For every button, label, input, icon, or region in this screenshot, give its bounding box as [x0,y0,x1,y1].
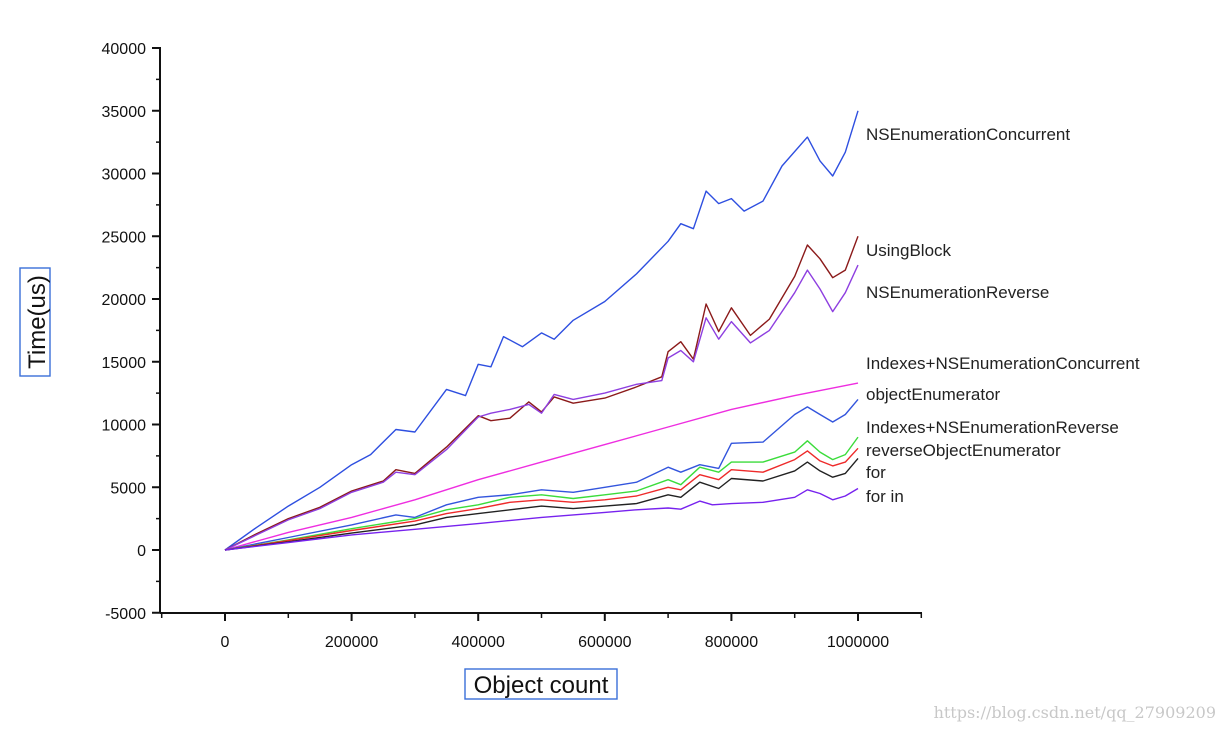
series-label: reverseObjectEnumerator [866,441,1061,460]
series-line-indexes-nsenumerationreverse [224,436,859,551]
x-axis-title-box [464,668,618,700]
series-label: Indexes+NSEnumerationConcurrent [866,354,1140,373]
series-label: for [866,463,886,482]
series-line-nsenumerationconcurrent [224,110,859,551]
x-tick-label: 0 [221,634,230,651]
series-label: objectEnumerator [866,385,1001,404]
series-lines [224,110,859,551]
x-tick-label: 400000 [452,634,505,651]
series-line-for-in [224,487,859,551]
y-tick-label: 30000 [102,167,147,184]
y-tick-label: 5000 [110,480,146,497]
y-tick-label: 40000 [102,41,147,58]
y-tick-label: 35000 [102,104,147,121]
y-tick-label: 10000 [102,418,147,435]
series-line-objectenumerator [224,398,859,551]
series-line-nsenumerationreverse [224,264,859,551]
series-label: UsingBlock [866,241,952,260]
y-axis-title-box [19,267,51,377]
y-axis-ticks: -5000 0 5000 10000 15000 20000 25000 30000 35000… [102,41,160,623]
series-line-usingblock [224,236,859,551]
series-labels: NSEnumerationConcurrent UsingBlock NSEnume… [866,125,1140,506]
series-line-reverseobjectenumerator [224,447,859,551]
series-line-for [224,457,859,551]
x-tick-label: 800000 [705,634,758,651]
series-label: NSEnumerationReverse [866,283,1049,302]
series-label: for in [866,487,904,506]
x-axis-title: Object count [474,672,609,699]
y-tick-label: 20000 [102,292,147,309]
series-line-indexes-nsenumerationconcurrent [224,382,859,551]
x-tick-label: 200000 [325,634,378,651]
y-tick-label: -5000 [105,606,146,623]
series-label: NSEnumerationConcurrent [866,125,1070,144]
y-tick-label: 0 [137,543,146,560]
x-axis-ticks: 0 200000 400000 600000 800000 1000000 [160,613,923,651]
watermark: https://blog.csdn.net/qq_27909209 [934,703,1216,722]
y-tick-label: 25000 [102,229,147,246]
y-axis-title: Time(us) [24,275,51,369]
series-label: Indexes+NSEnumerationReverse [866,418,1119,437]
x-tick-label: 600000 [578,634,631,651]
x-tick-label: 1000000 [827,634,889,651]
y-tick-label: 15000 [102,355,147,372]
